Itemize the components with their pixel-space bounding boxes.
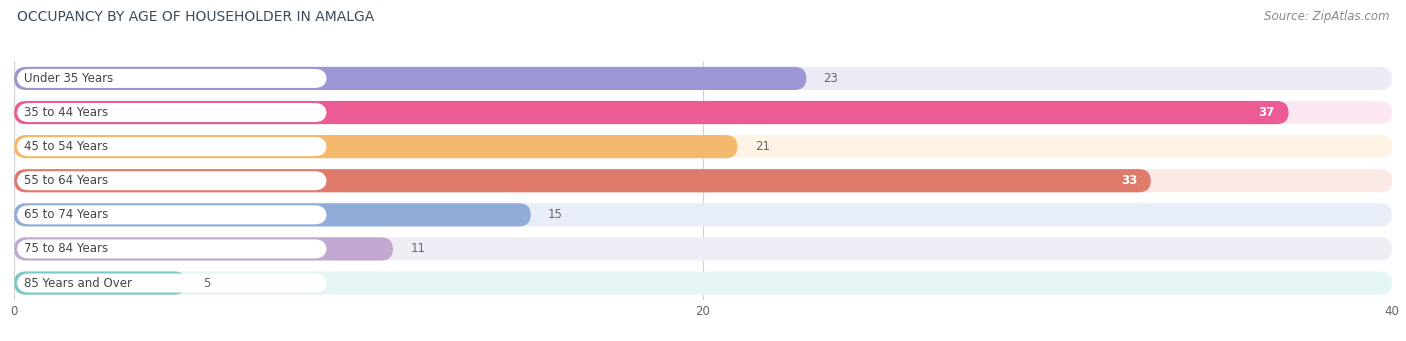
FancyBboxPatch shape — [14, 237, 394, 261]
FancyBboxPatch shape — [14, 271, 186, 295]
Text: 15: 15 — [548, 208, 562, 221]
FancyBboxPatch shape — [17, 103, 326, 122]
FancyBboxPatch shape — [14, 101, 1392, 124]
FancyBboxPatch shape — [17, 69, 326, 88]
Text: 55 to 64 Years: 55 to 64 Years — [24, 174, 108, 187]
Text: 11: 11 — [411, 242, 425, 255]
FancyBboxPatch shape — [14, 67, 1392, 90]
FancyBboxPatch shape — [14, 101, 1289, 124]
FancyBboxPatch shape — [14, 203, 1392, 226]
FancyBboxPatch shape — [14, 169, 1152, 192]
FancyBboxPatch shape — [17, 205, 326, 224]
FancyBboxPatch shape — [14, 135, 1392, 158]
Text: Source: ZipAtlas.com: Source: ZipAtlas.com — [1264, 10, 1389, 23]
Text: OCCUPANCY BY AGE OF HOUSEHOLDER IN AMALGA: OCCUPANCY BY AGE OF HOUSEHOLDER IN AMALG… — [17, 10, 374, 24]
Text: 21: 21 — [755, 140, 769, 153]
Text: Under 35 Years: Under 35 Years — [24, 72, 114, 85]
Text: 65 to 74 Years: 65 to 74 Years — [24, 208, 108, 221]
FancyBboxPatch shape — [14, 135, 738, 158]
Text: 33: 33 — [1121, 174, 1137, 187]
FancyBboxPatch shape — [17, 273, 326, 293]
FancyBboxPatch shape — [17, 171, 326, 190]
FancyBboxPatch shape — [17, 137, 326, 156]
Text: 45 to 54 Years: 45 to 54 Years — [24, 140, 108, 153]
FancyBboxPatch shape — [17, 239, 326, 258]
FancyBboxPatch shape — [14, 271, 1392, 295]
Text: 23: 23 — [824, 72, 838, 85]
FancyBboxPatch shape — [14, 203, 531, 226]
Text: 5: 5 — [204, 277, 211, 290]
Text: 85 Years and Over: 85 Years and Over — [24, 277, 132, 290]
Text: 75 to 84 Years: 75 to 84 Years — [24, 242, 108, 255]
Text: 37: 37 — [1258, 106, 1275, 119]
FancyBboxPatch shape — [14, 237, 1392, 261]
FancyBboxPatch shape — [14, 169, 1392, 192]
Text: 35 to 44 Years: 35 to 44 Years — [24, 106, 108, 119]
FancyBboxPatch shape — [14, 67, 807, 90]
